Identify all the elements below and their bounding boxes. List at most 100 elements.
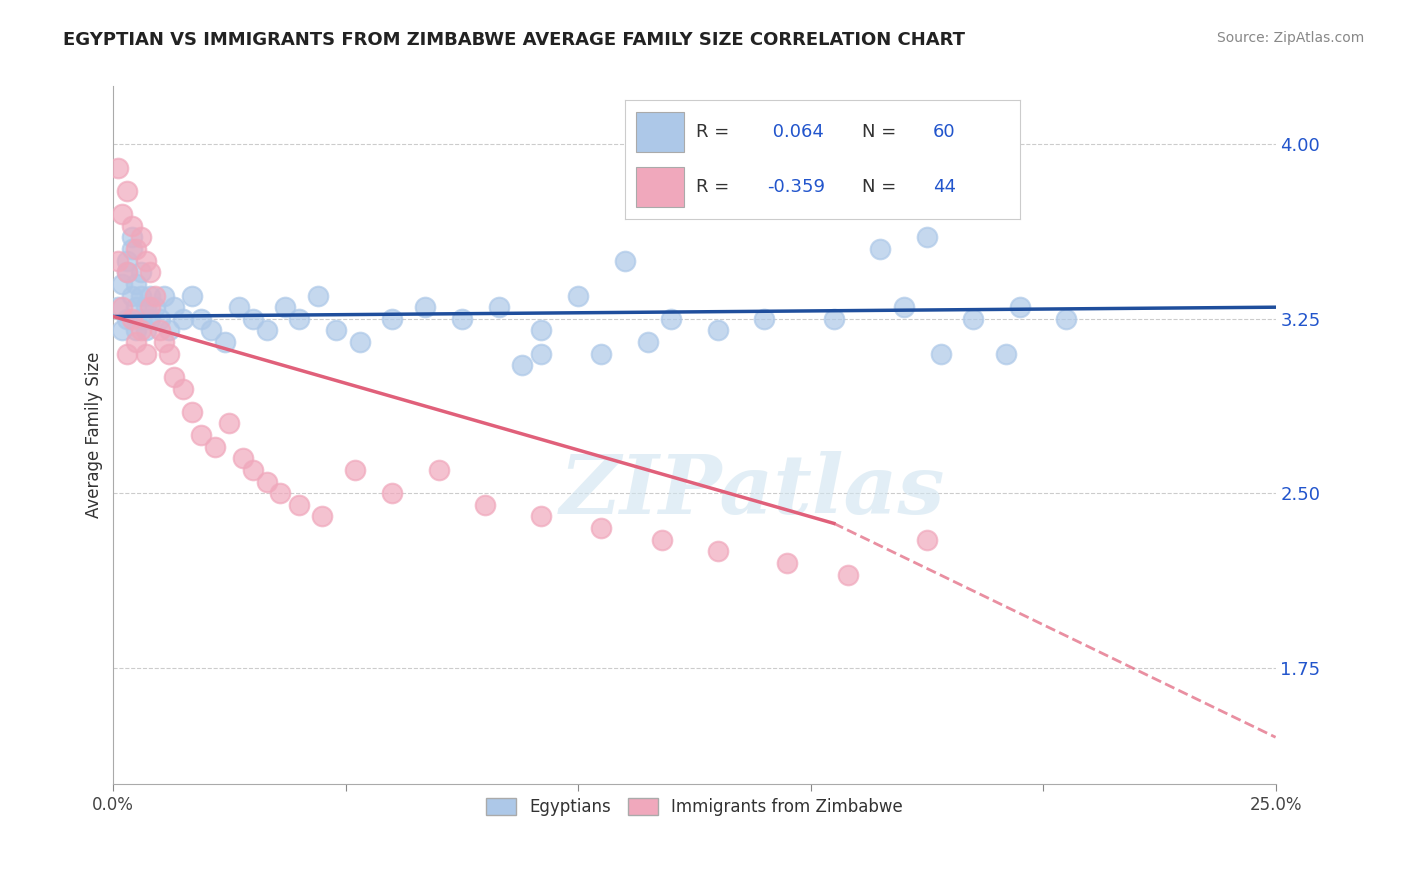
Point xyxy=(823,311,845,326)
Point xyxy=(181,405,204,419)
Point xyxy=(567,288,589,302)
Point xyxy=(115,265,138,279)
Point xyxy=(488,300,510,314)
Point xyxy=(135,300,157,314)
Point xyxy=(381,486,404,500)
Point xyxy=(413,300,436,314)
Point xyxy=(869,242,891,256)
Point xyxy=(129,230,152,244)
Point xyxy=(349,334,371,349)
Point xyxy=(162,300,184,314)
Point xyxy=(214,334,236,349)
Point xyxy=(343,463,366,477)
Point xyxy=(153,334,176,349)
Point xyxy=(129,288,152,302)
Point xyxy=(125,300,148,314)
Point xyxy=(121,288,143,302)
Point xyxy=(135,253,157,268)
Point xyxy=(107,253,129,268)
Point xyxy=(135,347,157,361)
Point xyxy=(115,311,138,326)
Text: EGYPTIAN VS IMMIGRANTS FROM ZIMBABWE AVERAGE FAMILY SIZE CORRELATION CHART: EGYPTIAN VS IMMIGRANTS FROM ZIMBABWE AVE… xyxy=(63,31,966,49)
Legend: Egyptians, Immigrants from Zimbabwe: Egyptians, Immigrants from Zimbabwe xyxy=(478,789,911,824)
Point xyxy=(115,253,138,268)
Point xyxy=(228,300,250,314)
Point xyxy=(204,440,226,454)
Point xyxy=(218,417,240,431)
Point xyxy=(651,533,673,547)
Point xyxy=(288,311,311,326)
Point xyxy=(427,463,450,477)
Point xyxy=(148,311,170,326)
Text: ZIPatlas: ZIPatlas xyxy=(560,450,945,531)
Point xyxy=(530,509,553,524)
Point xyxy=(450,311,472,326)
Point xyxy=(121,219,143,233)
Point xyxy=(929,347,952,361)
Point xyxy=(269,486,291,500)
Point xyxy=(381,311,404,326)
Point xyxy=(125,242,148,256)
Point xyxy=(139,288,162,302)
Point xyxy=(242,463,264,477)
Point xyxy=(1054,311,1077,326)
Point xyxy=(915,230,938,244)
Point xyxy=(139,300,162,314)
Point xyxy=(256,323,278,337)
Point xyxy=(706,544,728,558)
Point xyxy=(115,347,138,361)
Point xyxy=(143,300,166,314)
Point xyxy=(242,311,264,326)
Point xyxy=(190,428,212,442)
Point xyxy=(107,300,129,314)
Point xyxy=(256,475,278,489)
Point xyxy=(121,230,143,244)
Point xyxy=(143,288,166,302)
Point xyxy=(107,161,129,175)
Point xyxy=(129,311,152,326)
Point xyxy=(153,288,176,302)
Point xyxy=(510,359,533,373)
Point xyxy=(111,323,134,337)
Point xyxy=(125,323,148,337)
Point xyxy=(307,288,329,302)
Point xyxy=(613,253,636,268)
Point xyxy=(311,509,333,524)
Point xyxy=(172,311,194,326)
Point xyxy=(139,311,162,326)
Point xyxy=(135,323,157,337)
Point xyxy=(115,184,138,198)
Point xyxy=(325,323,347,337)
Point xyxy=(659,311,682,326)
Point xyxy=(157,323,180,337)
Point xyxy=(125,277,148,291)
Point xyxy=(915,533,938,547)
Point xyxy=(148,323,170,337)
Point xyxy=(121,242,143,256)
Point xyxy=(530,347,553,361)
Point xyxy=(706,323,728,337)
Point xyxy=(111,300,134,314)
Point xyxy=(962,311,984,326)
Point xyxy=(591,521,613,535)
Point xyxy=(129,323,152,337)
Point xyxy=(190,311,212,326)
Point xyxy=(157,347,180,361)
Point xyxy=(111,277,134,291)
Point xyxy=(181,288,204,302)
Point xyxy=(200,323,222,337)
Point xyxy=(288,498,311,512)
Y-axis label: Average Family Size: Average Family Size xyxy=(86,351,103,518)
Point xyxy=(115,265,138,279)
Point xyxy=(474,498,496,512)
Text: Source: ZipAtlas.com: Source: ZipAtlas.com xyxy=(1216,31,1364,45)
Point xyxy=(111,207,134,221)
Point xyxy=(837,567,859,582)
Point xyxy=(776,556,799,570)
Point xyxy=(139,265,162,279)
Point xyxy=(129,265,152,279)
Point xyxy=(121,311,143,326)
Point xyxy=(274,300,297,314)
Point xyxy=(637,334,659,349)
Point xyxy=(172,382,194,396)
